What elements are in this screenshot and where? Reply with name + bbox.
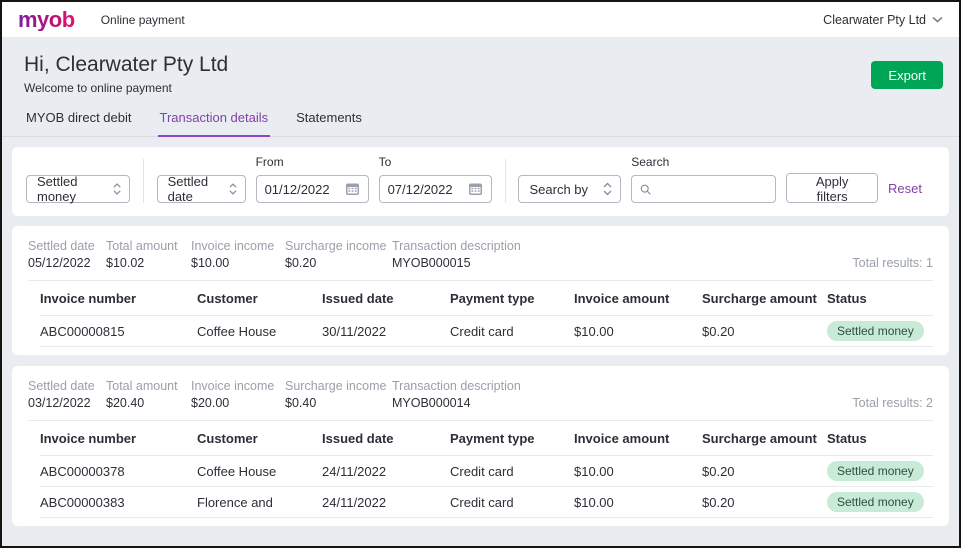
from-date-input[interactable]: 01/12/2022 [255,175,369,203]
summary-transaction-description: Transaction description MYOB000014 [392,379,521,410]
chevron-down-icon [932,16,943,23]
col-invoice-number: Invoice number [40,430,137,446]
col-invoice-amount: Invoice amount [574,290,670,306]
summary-divider [28,420,933,421]
company-name: Clearwater Pty Ltd [823,12,926,27]
col-surcharge-amount: Surcharge amount [702,430,817,446]
from-date-value: 01/12/2022 [264,181,330,197]
page-title: Hi, Clearwater Pty Ltd [24,53,229,76]
search-label: Search [631,155,670,169]
settlement-summary: Settled date 05/12/2022 Total amount $10… [28,239,933,270]
date-type-value: Settled date [167,174,209,204]
total-results: Total results: 1 [852,256,933,270]
table-row[interactable]: ABC00000815 Coffee House 30/11/2022 Cred… [40,316,933,347]
search-field: Search [631,155,777,203]
summary-settled-date: Settled date 05/12/2022 [28,239,95,270]
to-date-value: 07/12/2022 [387,181,453,197]
col-customer: Customer [197,430,258,446]
status-filter-value: Settled money [37,174,78,204]
table-row[interactable]: ABC00000383 Florence and 24/11/2022 Cred… [40,487,933,518]
sorter-chevrons-icon [229,183,237,195]
summary-surcharge-income: Surcharge income $0.20 [285,239,387,270]
status-badge: Settled money [827,321,924,341]
col-surcharge-amount: Surcharge amount [702,290,817,306]
search-input[interactable] [657,181,768,197]
invoice-table: Invoice number Customer Issued date Paym… [40,421,933,518]
date-type-select[interactable]: Settled date [156,174,246,204]
myob-logo[interactable]: myob [18,6,75,32]
settlement-group-card: Settled date 03/12/2022 Total amount $20… [12,366,949,526]
summary-total-amount: Total amount $20.40 [106,379,178,410]
page-subtitle: Welcome to online payment [24,81,172,95]
topbar: myob Online payment Clearwater Pty Ltd [2,2,959,38]
from-date-field: From 01/12/2022 [255,155,369,203]
summary-total-amount: Total amount $10.02 [106,239,178,270]
col-status: Status [827,290,867,306]
tab-statements[interactable]: Statements [296,110,362,125]
col-payment-type: Payment type [450,290,535,306]
table-row[interactable]: ABC00000378 Coffee House 24/11/2022 Cred… [40,456,933,487]
search-input-wrap [631,175,777,203]
col-payment-type: Payment type [450,430,535,446]
app-title: Online payment [100,12,185,27]
col-customer: Customer [197,290,258,306]
status-badge: Settled money [827,492,924,512]
summary-settled-date: Settled date 03/12/2022 [28,379,95,410]
col-invoice-number: Invoice number [40,290,137,306]
settlement-group-card: Settled date 05/12/2022 Total amount $10… [12,226,949,355]
status-badge: Settled money [827,461,924,481]
search-icon [640,184,652,195]
summary-invoice-income: Invoice income $20.00 [191,379,275,410]
status-filter-select[interactable]: Settled money [26,174,130,204]
settlement-summary: Settled date 03/12/2022 Total amount $20… [28,379,933,410]
total-results: Total results: 2 [852,396,933,410]
table-header-row: Invoice number Customer Issued date Paym… [40,281,933,316]
sorter-chevrons-icon [112,183,121,195]
filter-divider [504,159,506,203]
from-label: From [255,155,284,169]
calendar-icon[interactable] [468,182,483,196]
calendar-icon[interactable] [345,182,360,196]
to-date-field: To 07/12/2022 [378,155,492,203]
reset-filters-link[interactable]: Reset [888,181,922,196]
summary-divider [28,280,933,281]
summary-transaction-description: Transaction description MYOB000015 [392,239,521,270]
search-by-value: Search by [529,181,589,197]
tab-bar: MYOB direct debit Transaction details St… [2,110,959,137]
tab-transaction-details[interactable]: Transaction details [157,110,271,137]
to-date-input[interactable]: 07/12/2022 [378,175,492,203]
col-issued-date: Issued date [322,430,394,446]
sorter-chevrons-icon [603,182,612,196]
search-by-select[interactable]: Search by [518,175,622,203]
table-header-row: Invoice number Customer Issued date Paym… [40,421,933,456]
company-switcher[interactable]: Clearwater Pty Ltd [823,13,943,27]
summary-surcharge-income: Surcharge income $0.40 [285,379,387,410]
summary-invoice-income: Invoice income $10.00 [191,239,275,270]
invoice-table: Invoice number Customer Issued date Paym… [40,281,933,347]
hero-section: Hi, Clearwater Pty Ltd Welcome to online… [2,38,959,95]
to-label: To [378,155,392,169]
col-issued-date: Issued date [322,290,394,306]
export-button[interactable]: Export [871,61,943,89]
col-status: Status [827,430,867,446]
tab-myob-direct-debit[interactable]: MYOB direct debit [26,110,132,125]
apply-filters-button[interactable]: Apply filters [786,173,879,204]
col-invoice-amount: Invoice amount [574,430,670,446]
filter-bar: Settled money Settled date From 01/12/20… [12,147,949,216]
filter-divider [142,159,144,203]
